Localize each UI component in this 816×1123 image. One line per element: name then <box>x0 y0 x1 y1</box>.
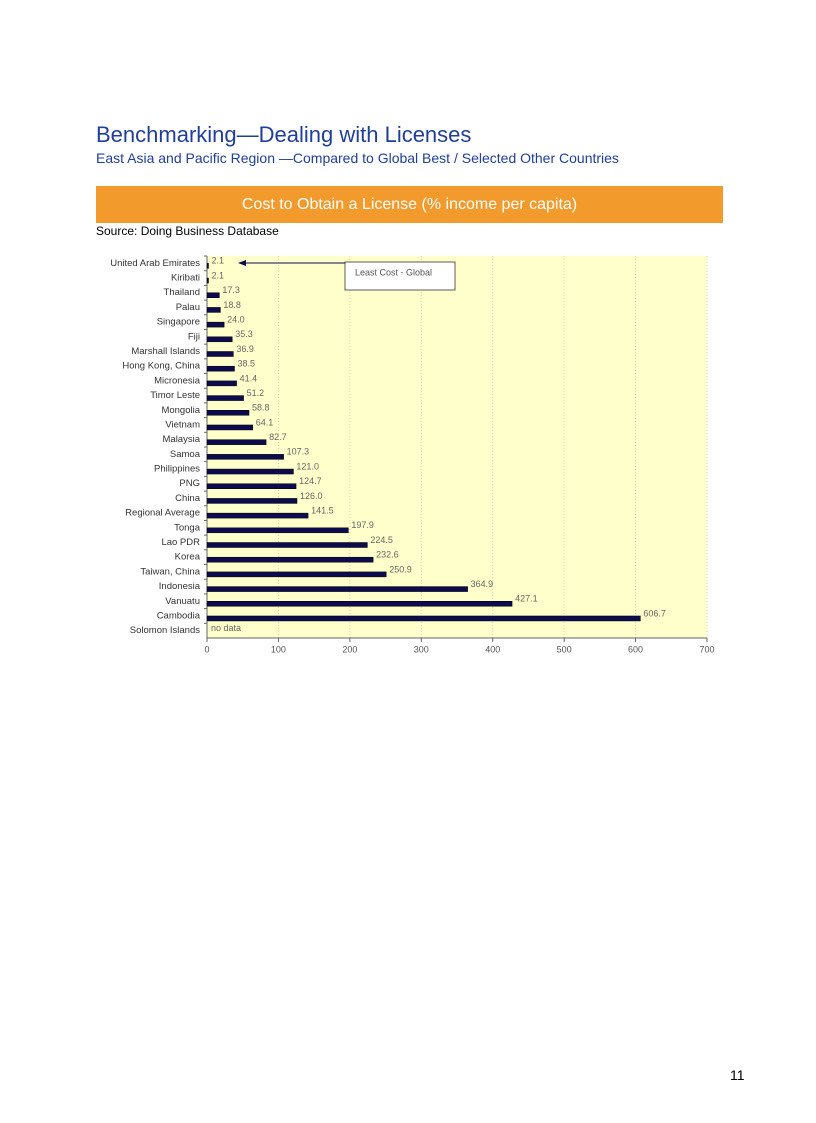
category-label: Marshall Islands <box>131 346 200 357</box>
x-tick-label: 500 <box>557 644 572 654</box>
bar <box>206 321 225 328</box>
value-label: 224.5 <box>370 535 393 545</box>
category-label: China <box>175 493 201 504</box>
category-label: Vietnam <box>165 419 200 430</box>
value-label: 427.1 <box>515 594 538 604</box>
value-label: 24.0 <box>227 314 245 324</box>
value-label: 121.0 <box>296 461 319 471</box>
x-tick-label: 200 <box>342 644 357 654</box>
bar <box>206 527 349 534</box>
category-label: Korea <box>175 552 201 563</box>
category-label: Fiji <box>188 331 200 342</box>
page-number: 11 <box>730 1067 745 1083</box>
bar <box>206 542 368 548</box>
bar <box>206 263 209 269</box>
value-label: 107.3 <box>287 447 310 457</box>
bar <box>206 410 250 416</box>
chart: 0 100 200 300 400 500 600 700 United Arab Emirat… <box>110 255 715 654</box>
category-label: Taiwan, China <box>140 566 200 577</box>
value-label: 2.1 <box>212 256 225 266</box>
value-label: 197.9 <box>351 520 374 530</box>
category-label: PNG <box>179 478 200 489</box>
no-data-label: no data <box>211 623 241 633</box>
bar <box>206 365 235 372</box>
bar <box>206 277 209 284</box>
bar <box>206 601 513 607</box>
value-label: 51.2 <box>247 388 265 398</box>
title: Benchmarking—Dealing with Licenses <box>96 122 472 147</box>
x-tick-label: 600 <box>628 644 643 654</box>
bar <box>206 424 254 431</box>
category-label: Tonga <box>174 522 201 533</box>
bar <box>206 454 284 460</box>
value-label: 124.7 <box>299 476 322 486</box>
subtitle: East Asia and Pacific Region —Compared t… <box>96 150 619 166</box>
arrow-head <box>238 260 246 266</box>
bar <box>206 586 468 592</box>
x-tick-label: 100 <box>271 644 286 654</box>
bar <box>206 380 237 387</box>
bar <box>206 439 267 445</box>
value-label: 2.1 <box>212 270 225 280</box>
bar <box>206 351 234 357</box>
value-label: 82.7 <box>269 432 287 442</box>
bar <box>206 468 294 475</box>
category-label: Palau <box>176 302 200 313</box>
value-label: 18.8 <box>223 300 241 310</box>
category-label: Vanuatu <box>165 596 200 607</box>
plot-area <box>207 256 707 638</box>
value-label: 141.5 <box>311 505 334 515</box>
value-label: 58.8 <box>252 403 270 413</box>
source: Source: Doing Business Database <box>96 224 279 238</box>
value-label: 35.3 <box>235 329 253 339</box>
bar <box>206 556 374 563</box>
category-label: Regional Average <box>125 508 200 519</box>
bar <box>206 483 297 489</box>
annotation: Least Cost - Global <box>355 267 432 277</box>
category-label: Philippines <box>154 464 200 475</box>
value-label: 606.7 <box>643 608 666 618</box>
value-label: 17.3 <box>222 285 240 295</box>
category-label: Micronesia <box>154 375 201 386</box>
value-label: 36.9 <box>236 344 254 354</box>
value-label: 232.6 <box>376 550 399 560</box>
banner: Cost to Obtain a License (% income per c… <box>96 186 723 223</box>
x-tick-label: 300 <box>414 644 429 654</box>
bar <box>206 615 641 622</box>
category-label: Samoa <box>170 449 201 460</box>
bar <box>206 336 233 343</box>
x-tick-label: 0 <box>204 644 209 654</box>
bar <box>206 292 220 298</box>
bar <box>206 395 244 401</box>
bar <box>206 571 387 578</box>
category-label: Indonesia <box>159 581 201 592</box>
bar <box>206 498 298 504</box>
value-label: 64.1 <box>256 417 274 427</box>
value-label: 126.0 <box>300 491 323 501</box>
x-tick-label: 700 <box>699 644 714 654</box>
category-label: Solomon Islands <box>130 625 200 636</box>
category-label: Mongolia <box>161 405 200 416</box>
category-label: Lao PDR <box>161 537 200 548</box>
category-label: Thailand <box>164 287 200 298</box>
category-label: United Arab Emirates <box>110 258 200 269</box>
category-label: Singapore <box>157 317 200 328</box>
value-label: 250.9 <box>389 564 412 574</box>
bar <box>206 307 221 313</box>
value-label: 38.5 <box>238 359 256 369</box>
bar <box>206 512 309 519</box>
x-tick-label: 400 <box>485 644 500 654</box>
value-label: 364.9 <box>471 579 494 589</box>
category-label: Malaysia <box>163 434 201 445</box>
category-label: Timor Leste <box>150 390 200 401</box>
category-label: Hong Kong, China <box>122 361 200 372</box>
annotation-box <box>344 261 456 291</box>
category-label: Kiribati <box>171 273 200 284</box>
value-label: 41.4 <box>240 373 258 383</box>
category-label: Cambodia <box>157 610 201 621</box>
